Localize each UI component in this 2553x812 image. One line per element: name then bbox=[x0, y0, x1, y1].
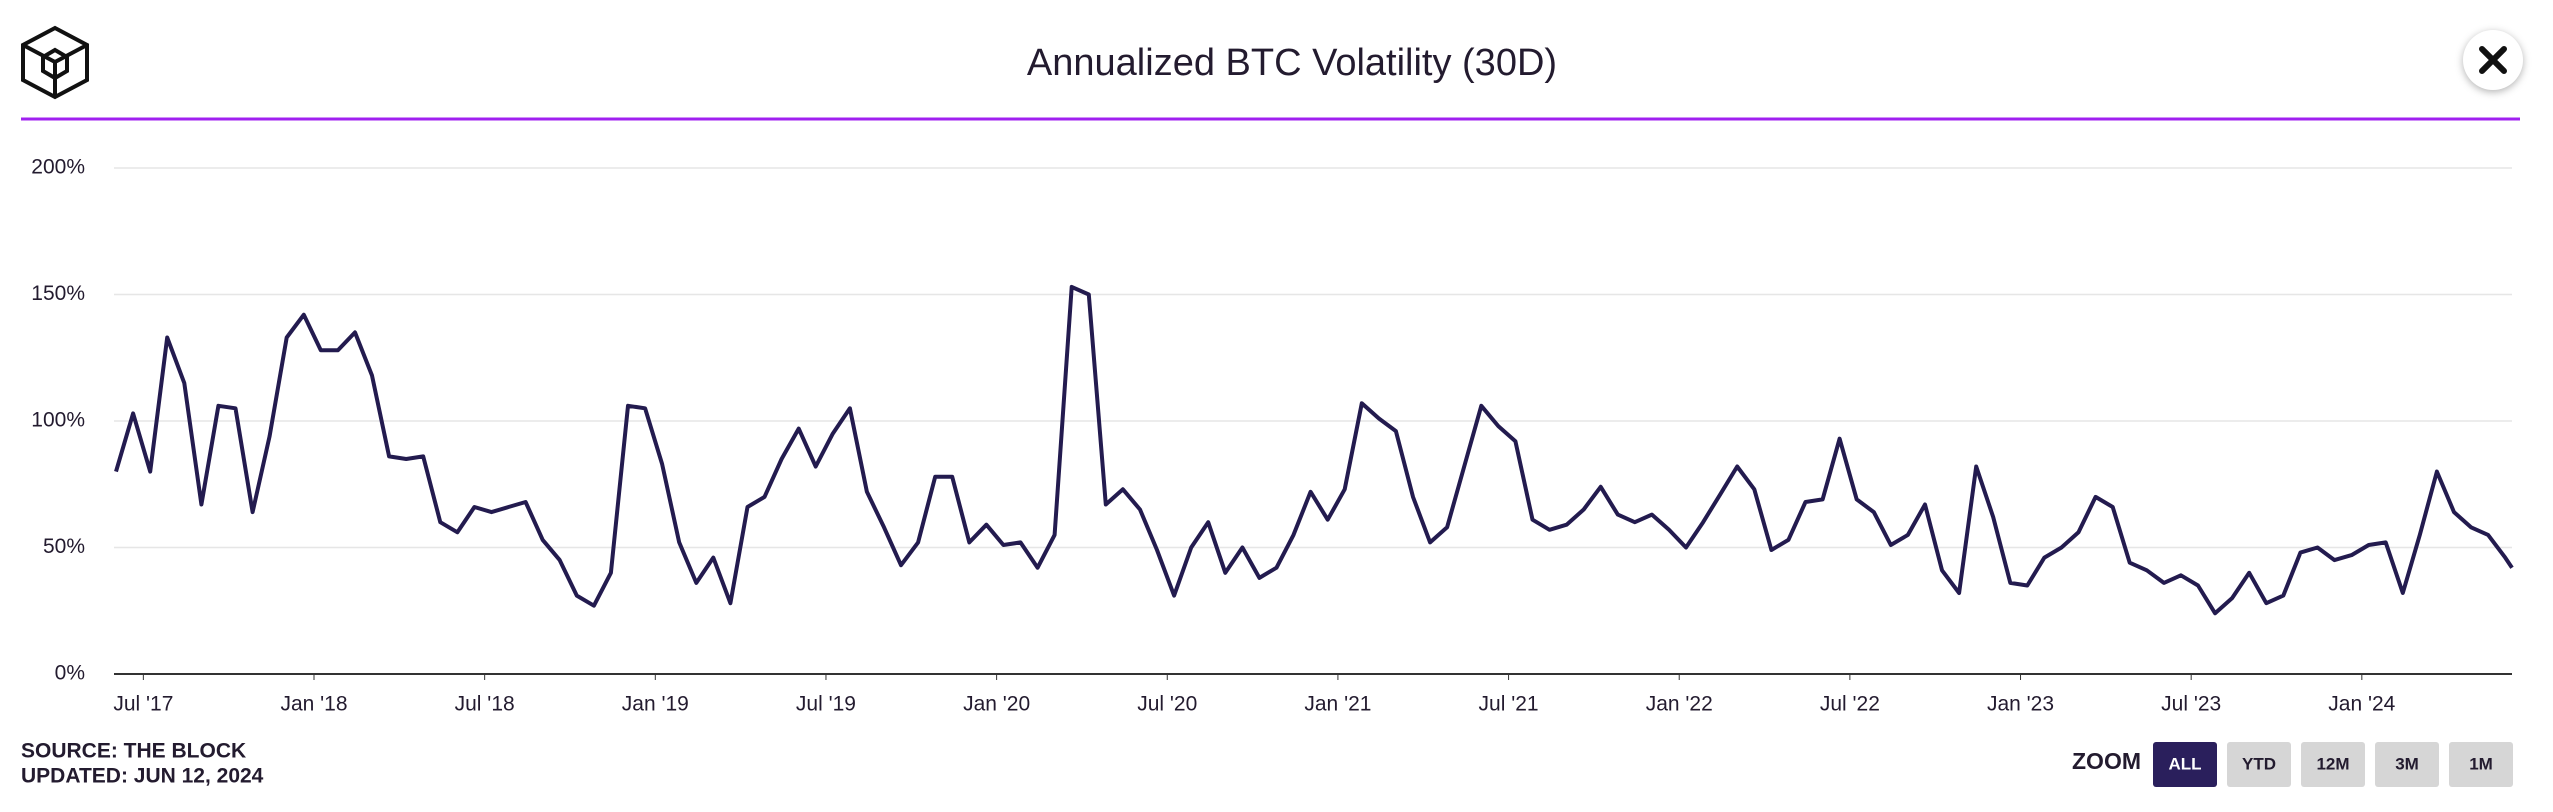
y-tick-label: 150% bbox=[31, 282, 85, 305]
updated: UPDATED: JUN 12, 2024 bbox=[21, 765, 264, 788]
y-tick-label: 0% bbox=[55, 662, 85, 685]
zoom-button[interactable]: ALL bbox=[2153, 742, 2217, 787]
zoom-button-label[interactable]: 1M bbox=[2469, 754, 2493, 773]
x-tick-label: Jan '22 bbox=[1646, 693, 1713, 716]
x-tick-label: Jul '23 bbox=[2161, 693, 2221, 716]
close-button[interactable] bbox=[2463, 30, 2523, 90]
x-tick-label: Jan '24 bbox=[2328, 693, 2395, 716]
x-tick-label: Jan '20 bbox=[963, 693, 1030, 716]
x-tick-label: Jan '19 bbox=[622, 693, 689, 716]
zoom-button-label[interactable]: 12M bbox=[2316, 754, 2349, 773]
zoom-button[interactable]: YTD bbox=[2227, 742, 2291, 787]
x-tick-label: Jul '21 bbox=[1479, 693, 1539, 716]
x-tick-label: Jan '18 bbox=[280, 693, 347, 716]
x-tick-label: Jul '17 bbox=[113, 693, 173, 716]
x-tick-label: Jul '19 bbox=[796, 693, 856, 716]
zoom-button[interactable]: 3M bbox=[2375, 742, 2439, 787]
volatility-line bbox=[114, 284, 2514, 616]
zoom-button-label[interactable]: 3M bbox=[2395, 754, 2419, 773]
zoom-button[interactable]: 12M bbox=[2301, 742, 2365, 787]
zoom-button[interactable]: 1M bbox=[2449, 742, 2513, 787]
zoom-label: ZOOM bbox=[2072, 748, 2141, 774]
logo bbox=[21, 25, 89, 100]
y-tick-label: 200% bbox=[31, 156, 85, 179]
chart-title: Annualized BTC Volatility (30D) bbox=[1027, 42, 1557, 84]
zoom-button-label[interactable]: YTD bbox=[2242, 754, 2276, 773]
x-tick-label: Jul '18 bbox=[455, 693, 515, 716]
zoom-button-bg bbox=[2227, 742, 2291, 787]
source: SOURCE: THE BLOCK bbox=[21, 740, 246, 763]
zoom-button-bg bbox=[2153, 742, 2217, 787]
zoom-button-bg bbox=[2375, 742, 2439, 787]
zoom-button-label[interactable]: ALL bbox=[2168, 754, 2201, 773]
x-tick-label: Jul '22 bbox=[1820, 693, 1880, 716]
x-tick-label: Jan '23 bbox=[1987, 693, 2054, 716]
x-tick-label: Jul '20 bbox=[1137, 693, 1197, 716]
zoom-button-bg bbox=[2449, 742, 2513, 787]
zoom-button-bg bbox=[2301, 742, 2365, 787]
y-tick-label: 50% bbox=[43, 535, 85, 558]
y-tick-label: 100% bbox=[31, 409, 85, 432]
x-tick-label: Jan '21 bbox=[1304, 693, 1371, 716]
